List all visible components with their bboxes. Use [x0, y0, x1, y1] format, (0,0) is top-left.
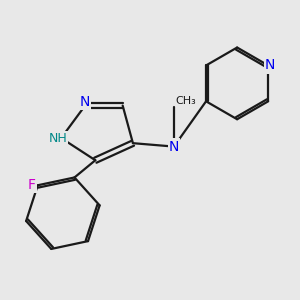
Text: NH: NH: [48, 131, 67, 145]
Text: CH₃: CH₃: [176, 96, 197, 106]
Text: F: F: [28, 178, 36, 192]
Text: N: N: [169, 140, 179, 154]
Text: N: N: [80, 95, 90, 109]
Text: N: N: [265, 58, 275, 72]
